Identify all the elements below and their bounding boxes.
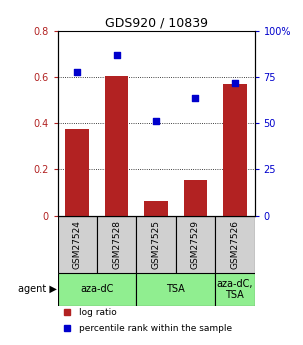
Bar — [97, 216, 136, 273]
Text: GSM27528: GSM27528 — [112, 220, 121, 269]
Bar — [65, 129, 89, 216]
Bar — [105, 76, 128, 216]
Text: percentile rank within the sample: percentile rank within the sample — [79, 324, 232, 333]
Text: GSM27525: GSM27525 — [152, 220, 161, 269]
Point — [154, 119, 158, 124]
Text: GSM27526: GSM27526 — [230, 220, 239, 269]
Point — [114, 52, 119, 58]
Bar — [215, 216, 255, 273]
Bar — [223, 83, 247, 216]
Text: agent ▶: agent ▶ — [18, 285, 57, 295]
Point — [75, 69, 80, 75]
Point — [193, 96, 198, 101]
Bar — [58, 273, 136, 306]
Title: GDS920 / 10839: GDS920 / 10839 — [105, 17, 208, 30]
Text: TSA: TSA — [166, 285, 185, 295]
Text: aza-dC,
TSA: aza-dC, TSA — [217, 279, 253, 300]
Bar — [58, 216, 97, 273]
Text: GSM27524: GSM27524 — [73, 220, 82, 269]
Text: aza-dC: aza-dC — [80, 285, 114, 295]
Text: log ratio: log ratio — [79, 308, 117, 317]
Bar — [184, 180, 207, 216]
Bar — [144, 201, 168, 216]
Bar — [136, 273, 215, 306]
Bar — [136, 216, 176, 273]
Point — [232, 80, 237, 86]
Text: GSM27529: GSM27529 — [191, 220, 200, 269]
Bar — [176, 216, 215, 273]
Bar — [215, 273, 255, 306]
